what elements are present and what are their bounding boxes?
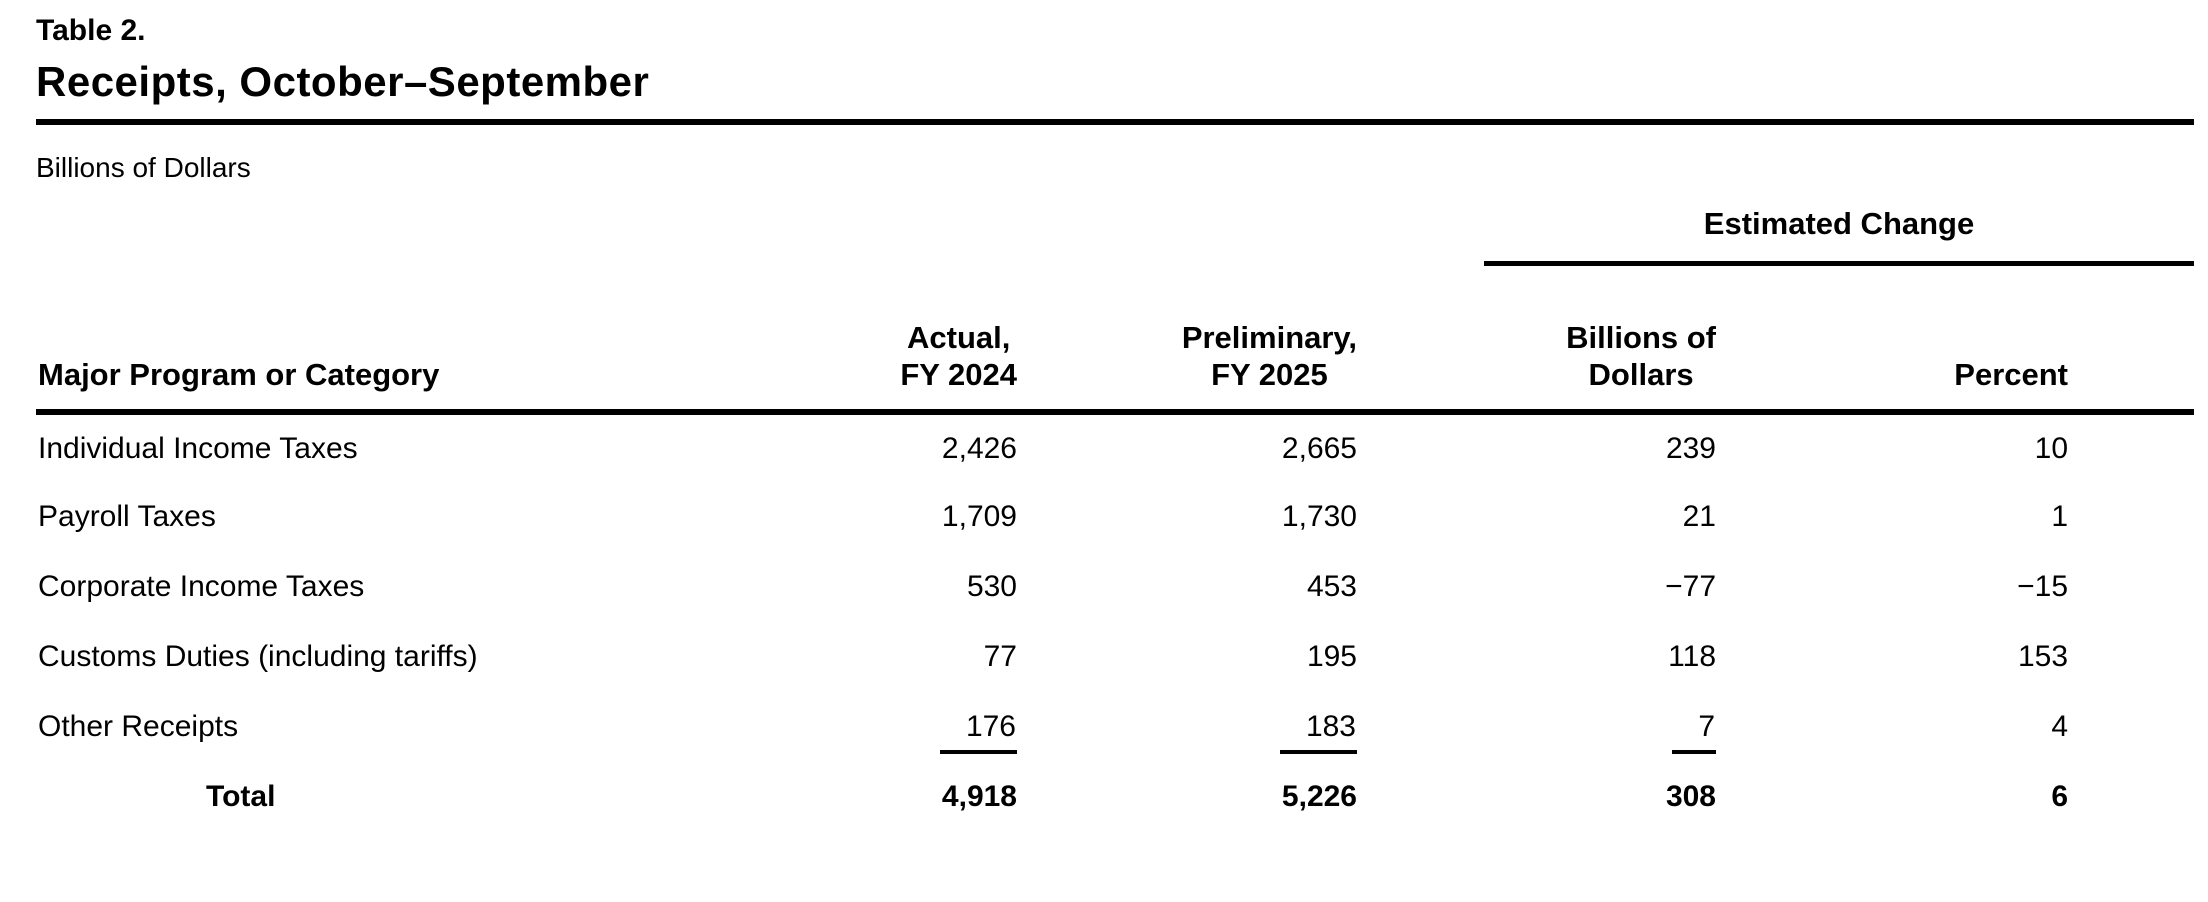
fy2025-cell: 1,730 — [1281, 500, 1357, 533]
total-fy2024-cell: 4,918 — [941, 780, 1017, 813]
change-billions-cell: 239 — [1665, 431, 1716, 465]
total-label-cell: Total — [206, 780, 276, 813]
total-change-percent-cell: 6 — [2051, 780, 2069, 813]
fy2024-header-line1: Actual, — [907, 320, 1011, 355]
subtotal-underline: 176 — [939, 710, 1017, 754]
table-title: Receipts, October–September — [36, 58, 650, 105]
change-billions-column-header: Billions of Dollars — [1361, 266, 1747, 415]
change-billions-cell: 21 — [1682, 500, 1716, 533]
document-page: Table 2. Receipts, October–September Bil… — [0, 14, 2208, 902]
table-row-customs-duties: Customs Duties (including tariffs) 77 19… — [36, 622, 2194, 692]
table-row-other-receipts: Other Receipts 176 183 7 4 — [36, 692, 2194, 762]
change-percent-cell: 1 — [2051, 500, 2069, 533]
change-percent-cell: 4 — [2051, 710, 2069, 743]
fy2025-cell: 453 — [1306, 570, 1357, 603]
spanner-row: Estimated Change — [36, 198, 2195, 266]
spanner-spacer — [686, 198, 1021, 266]
units-label: Billions of Dollars — [36, 152, 251, 183]
change-billions-header-line1: Billions of — [1566, 320, 1716, 355]
category-cell: Corporate Income Taxes — [38, 570, 365, 603]
fy2025-cell: 2,665 — [1281, 431, 1357, 465]
fy2025-header-line1: Preliminary, — [1181, 320, 1357, 355]
table-row-corporate-income-taxes: Corporate Income Taxes 530 453 −77 −15 — [36, 550, 2194, 622]
category-column-header: Major Program or Category — [36, 266, 686, 415]
fy2025-cell: 183 — [1021, 692, 1361, 762]
percent-column-header: Percent — [1747, 266, 2195, 415]
subtotal-underline: 183 — [1279, 710, 1357, 754]
change-billions-header-line2: Dollars — [1588, 357, 1694, 392]
table-row-individual-income-taxes: Individual Income Taxes 2,426 2,665 239 … — [36, 412, 2194, 482]
spanner-spacer — [36, 198, 686, 266]
receipts-table: Estimated Change Major Program or Catego… — [36, 198, 2195, 832]
category-cell: Individual Income Taxes — [38, 431, 358, 465]
yellow-highlight-marker: 153 — [1997, 626, 2076, 690]
yellow-highlight-marker: −15 — [2001, 550, 2076, 618]
table-number-label: Table 2. — [36, 14, 146, 47]
change-billions-cell: 7 — [1361, 692, 1747, 762]
total-change-billions-cell: 308 — [1665, 780, 1716, 813]
fy2025-cell: 195 — [1306, 640, 1357, 673]
column-header-row: Major Program or Category Actual, FY 202… — [36, 266, 2195, 415]
spanner-label: Estimated Change — [1484, 206, 2195, 266]
fy2024-cell: 77 — [983, 640, 1017, 673]
fy2024-column-header: Actual, FY 2024 — [686, 266, 1021, 415]
fy2024-cell: 530 — [966, 570, 1017, 603]
spanner-spacer — [1021, 198, 1361, 266]
subtotal-underline: 7 — [1672, 710, 1716, 754]
fy2024-cell: 1,709 — [941, 500, 1017, 533]
change-percent-cell-highlighted: 153 — [1747, 622, 2194, 692]
change-billions-cell: −77 — [1665, 570, 1716, 603]
total-fy2025-cell: 5,226 — [1281, 780, 1357, 813]
fy2024-header-line2: FY 2024 — [900, 357, 1017, 392]
category-cell: Other Receipts — [38, 710, 239, 743]
change-percent-cell-highlighted: −15 — [1747, 550, 2194, 622]
change-percent-cell: 10 — [2034, 431, 2069, 465]
spanner-cell: Estimated Change — [1361, 198, 2195, 266]
category-cell: Payroll Taxes — [38, 500, 216, 533]
highlighted-value: −15 — [2017, 570, 2069, 603]
title-rule — [36, 119, 2194, 125]
highlighted-value: 153 — [2017, 640, 2069, 673]
table-row-payroll-taxes: Payroll Taxes 1,709 1,730 21 1 — [36, 482, 2194, 552]
table-row-total: Total 4,918 5,226 308 6 — [36, 762, 2194, 832]
change-billions-cell: 118 — [1668, 640, 1716, 673]
fy2024-cell: 2,426 — [941, 431, 1017, 465]
fy2025-header-line2: FY 2025 — [1211, 357, 1328, 392]
fy2024-cell: 176 — [686, 692, 1021, 762]
fy2025-column-header: Preliminary, FY 2025 — [1021, 266, 1361, 415]
category-cell: Customs Duties (including tariffs) — [38, 640, 478, 673]
